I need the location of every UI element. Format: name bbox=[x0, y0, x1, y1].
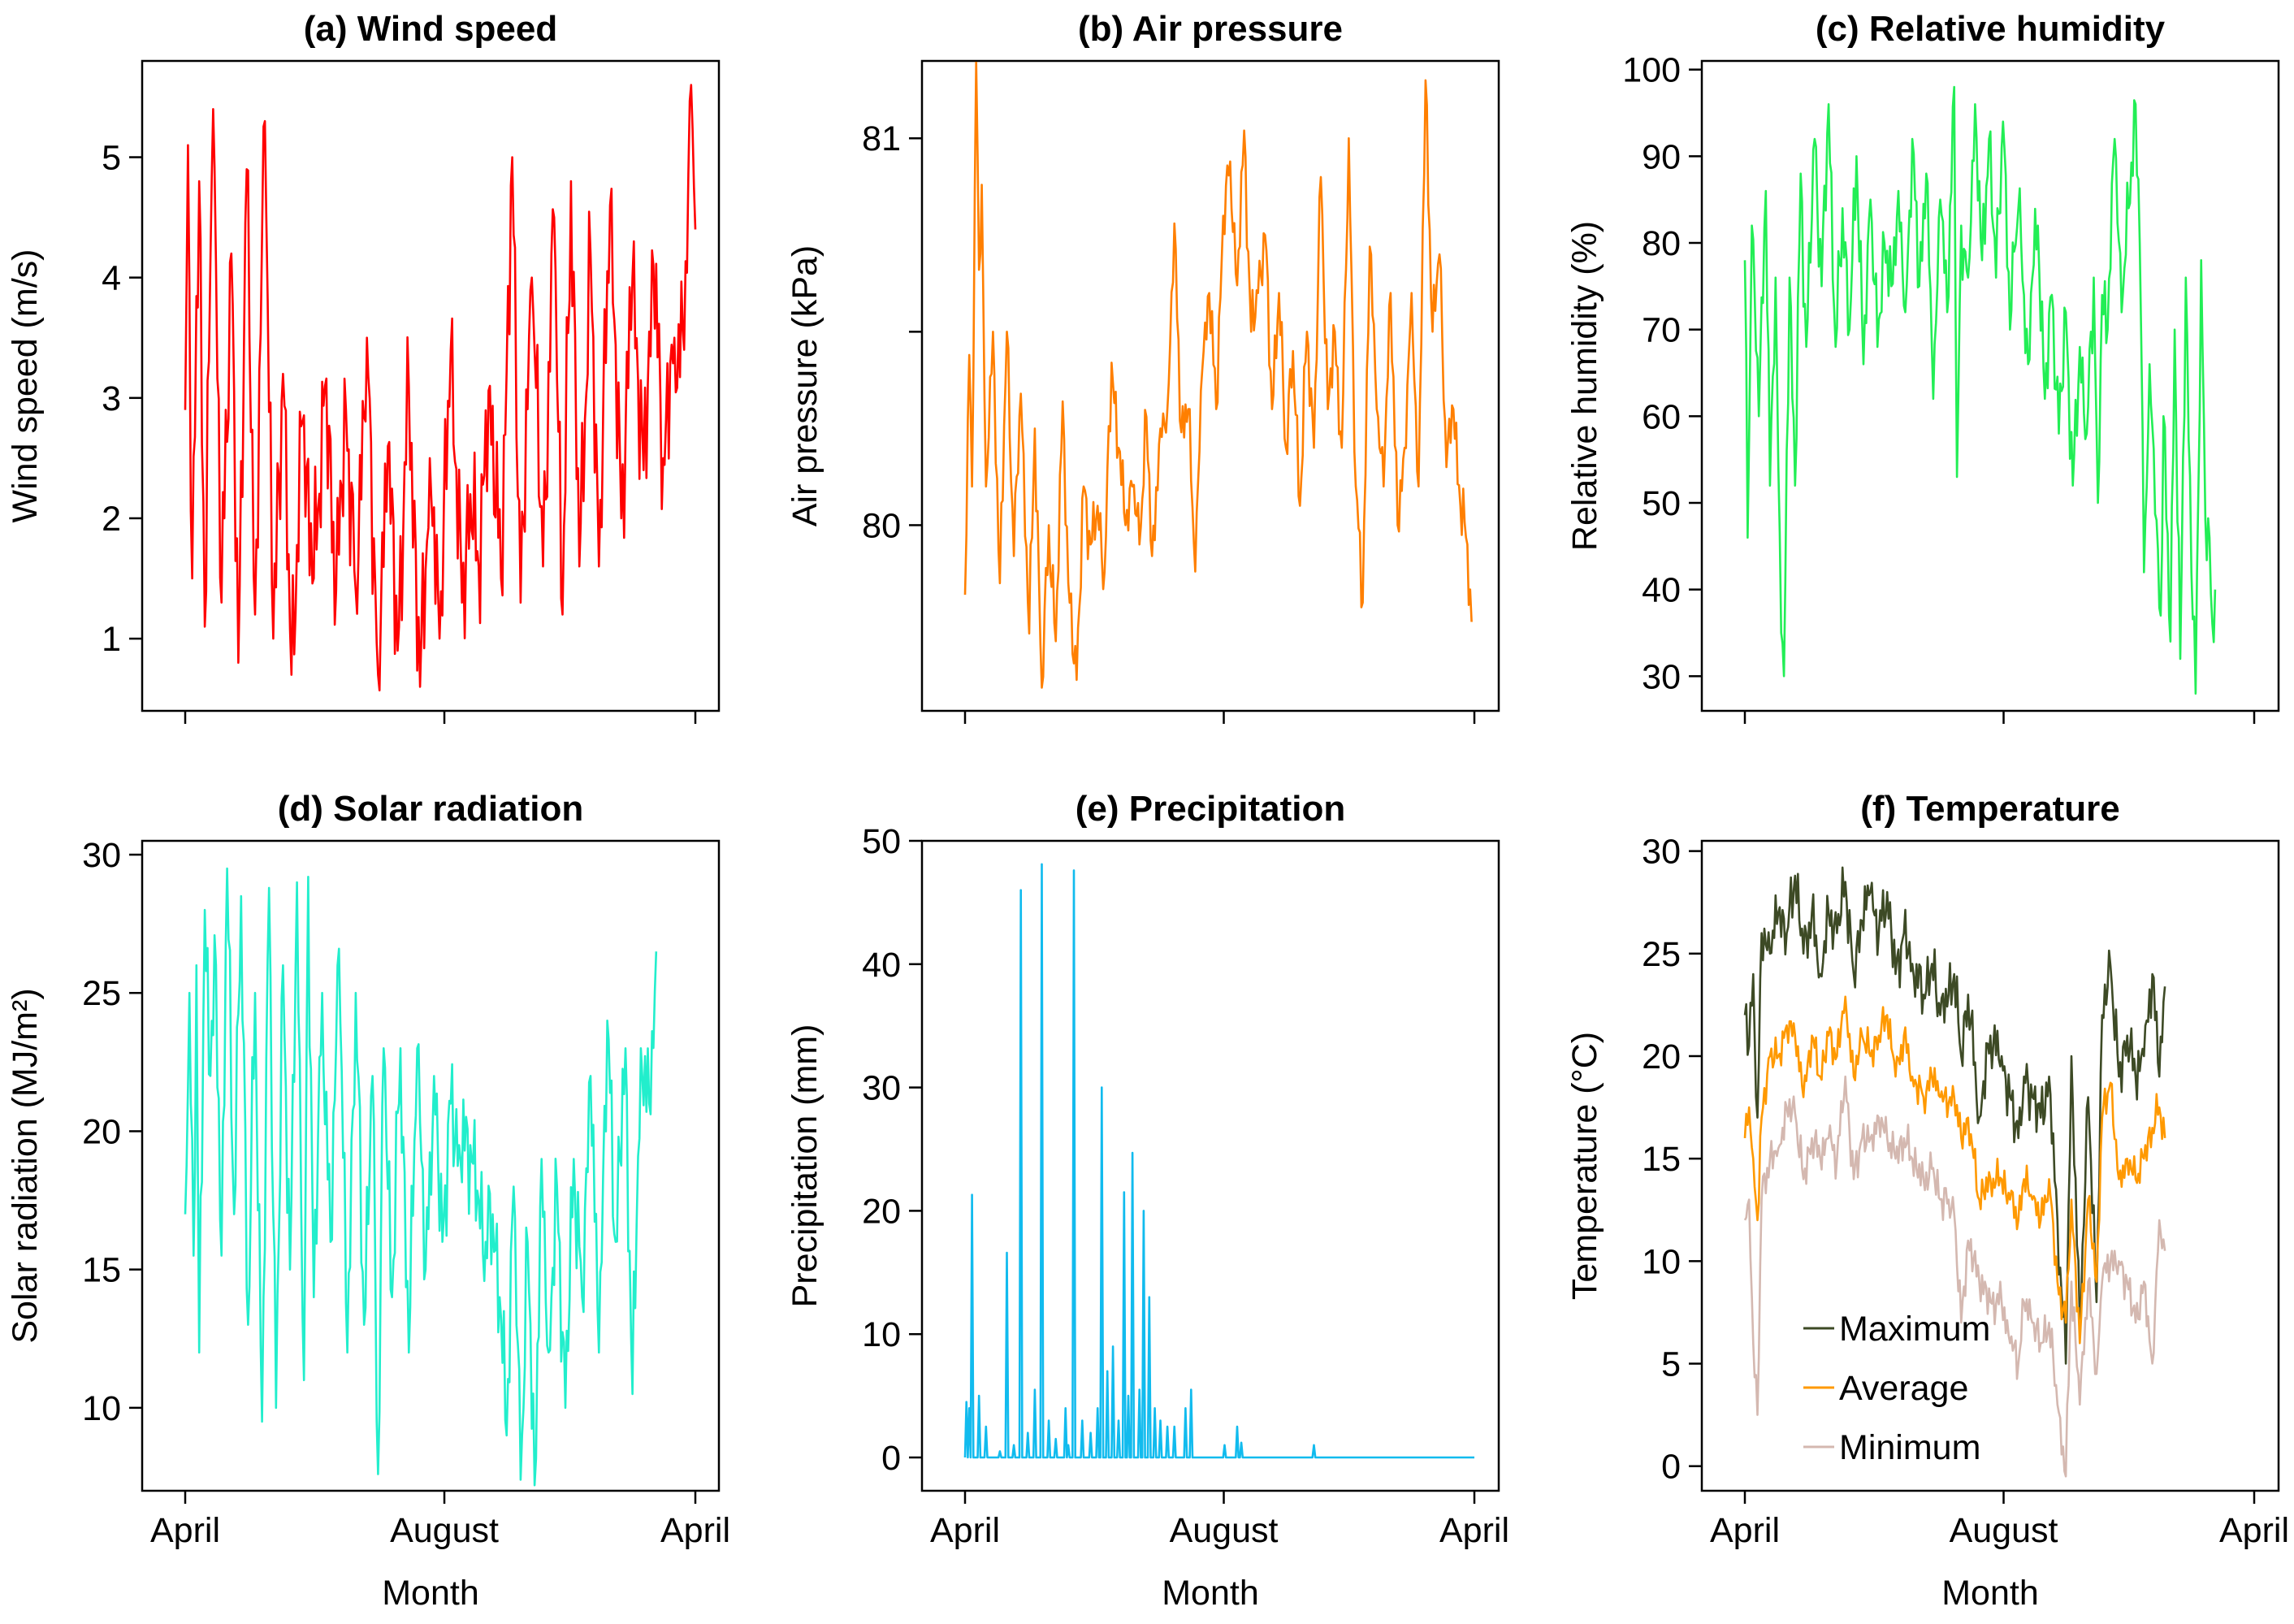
y-tick-label: 70 bbox=[1642, 311, 1681, 350]
x-tick-label: April bbox=[660, 1511, 730, 1550]
series-line-precipitation bbox=[963, 863, 1474, 1459]
plot-frame bbox=[141, 839, 721, 1492]
x-tick-label: April bbox=[1710, 1511, 1780, 1550]
y-tick-label: 40 bbox=[862, 946, 901, 985]
x-tick-label: August bbox=[390, 1511, 499, 1550]
series-line-minimum bbox=[1743, 1075, 2166, 1478]
plot-frame bbox=[1700, 59, 2280, 712]
y-tick-label: 4 bbox=[102, 259, 121, 298]
y-tick-label: 25 bbox=[82, 974, 121, 1013]
y-tick-label: 0 bbox=[1661, 1448, 1681, 1487]
panel-air-pressure: (b) Air pressure 80 81 Air pressure (kPa) bbox=[786, 9, 1500, 724]
y-axis-label: Air pressure (kPa) bbox=[786, 245, 825, 526]
series-line-wind-speed bbox=[184, 84, 697, 692]
panel-relative-humidity: (c) Relative humidity 30 40 50 60 70 80 90 100 Re… bbox=[1565, 9, 2280, 724]
y-tick-label: 100 bbox=[1622, 51, 1681, 90]
plot-frame bbox=[1700, 839, 2280, 1492]
y-tick-label: 30 bbox=[82, 836, 121, 875]
chart-title: (c) Relative humidity bbox=[1816, 9, 2166, 49]
y-axis-label: Temperature (°C) bbox=[1565, 1032, 1604, 1300]
y-tick-label: 3 bbox=[102, 379, 121, 418]
y-tick-label: 15 bbox=[82, 1251, 121, 1290]
y-tick-label: 2 bbox=[102, 500, 121, 539]
x-tick-label: April bbox=[930, 1511, 1000, 1550]
y-tick-label: 5 bbox=[102, 139, 121, 178]
chart-title: (d) Solar radiation bbox=[278, 789, 583, 829]
y-tick-label: 81 bbox=[862, 119, 901, 158]
y-tick-label: 20 bbox=[1642, 1037, 1681, 1076]
y-tick-label: 50 bbox=[862, 822, 901, 861]
y-tick-label: 80 bbox=[862, 506, 901, 545]
series-line-air-pressure bbox=[963, 62, 1473, 689]
chart-title: (a) Wind speed bbox=[304, 9, 558, 49]
y-tick-label: 10 bbox=[1642, 1242, 1681, 1281]
x-axis-label: Month bbox=[1162, 1574, 1259, 1613]
y-axis-label: Solar radiation (MJ/m²) bbox=[6, 988, 45, 1343]
plot-frame bbox=[141, 59, 721, 712]
chart-title: (b) Air pressure bbox=[1078, 9, 1343, 49]
y-tick-label: 30 bbox=[862, 1069, 901, 1108]
y-tick-label: 10 bbox=[862, 1315, 901, 1354]
legend-label: Maximum bbox=[1839, 1310, 1990, 1349]
x-tick-label: April bbox=[1439, 1511, 1509, 1550]
y-tick-label: 30 bbox=[1642, 657, 1681, 696]
y-tick-label: 50 bbox=[1642, 484, 1681, 523]
y-tick-label: 10 bbox=[82, 1389, 121, 1428]
y-axis-label: Precipitation (mm) bbox=[786, 1024, 825, 1308]
chart-title: (f) Temperature bbox=[1860, 789, 2119, 829]
legend-label: Minimum bbox=[1839, 1428, 1980, 1467]
y-tick-label: 40 bbox=[1642, 571, 1681, 610]
y-tick-label: 15 bbox=[1642, 1140, 1681, 1179]
x-tick-label: August bbox=[1170, 1511, 1279, 1550]
chart-title: (e) Precipitation bbox=[1076, 789, 1346, 829]
y-tick-label: 0 bbox=[881, 1439, 901, 1478]
x-tick-label: April bbox=[2219, 1511, 2289, 1550]
x-tick-label: August bbox=[1950, 1511, 2058, 1550]
x-axis-label: Month bbox=[1941, 1574, 2039, 1613]
y-tick-label: 1 bbox=[102, 620, 121, 659]
y-tick-label: 25 bbox=[1642, 935, 1681, 974]
panel-precipitation: (e) Precipitation 0 10 20 30 40 50 April August A… bbox=[786, 789, 1509, 1613]
y-tick-label: 60 bbox=[1642, 397, 1681, 436]
x-tick-label: April bbox=[150, 1511, 220, 1550]
y-tick-label: 30 bbox=[1642, 833, 1681, 872]
y-tick-label: 90 bbox=[1642, 137, 1681, 176]
series-line-average bbox=[1743, 995, 2166, 1345]
series-line-relative-humidity bbox=[1743, 85, 2217, 695]
y-axis-label: Relative humidity (%) bbox=[1565, 221, 1604, 551]
y-tick-label: 80 bbox=[1642, 224, 1681, 263]
plot-frame bbox=[920, 59, 1500, 712]
plot-frame bbox=[920, 839, 1500, 1492]
y-axis-label: Wind speed (m/s) bbox=[6, 249, 45, 523]
panel-wind-speed: (a) Wind speed 1 2 3 4 5 Wind speed (m/s) bbox=[6, 9, 721, 724]
panel-temperature: (f) Temperature 0 5 10 15 20 25 30 April August Ap… bbox=[1565, 789, 2289, 1613]
y-tick-label: 5 bbox=[1661, 1345, 1681, 1384]
series-line-solar-radiation bbox=[184, 867, 658, 1487]
y-tick-label: 20 bbox=[82, 1112, 121, 1151]
legend-label: Average bbox=[1839, 1369, 1968, 1408]
panel-solar-radiation: (d) Solar radiation 10 15 20 25 30 April August… bbox=[6, 789, 730, 1613]
y-tick-label: 20 bbox=[862, 1192, 901, 1231]
x-axis-label: Month bbox=[382, 1574, 479, 1613]
